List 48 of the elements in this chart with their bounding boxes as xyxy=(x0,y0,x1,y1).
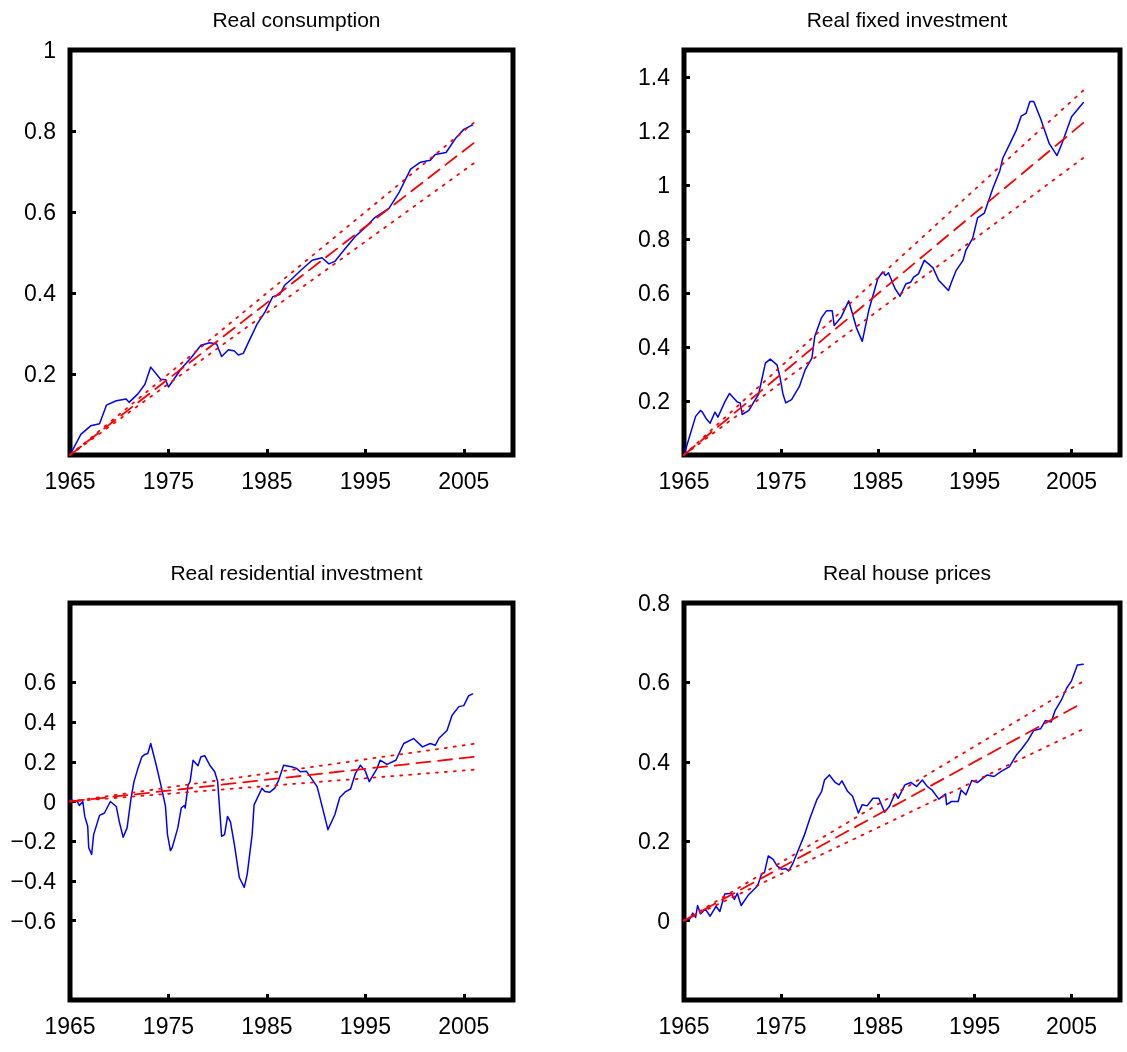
y-tick-label: 1.4 xyxy=(638,64,671,90)
y-tick-label: 0.8 xyxy=(638,226,670,252)
y-tick-label: 0.2 xyxy=(24,748,56,775)
x-tick-label: 1995 xyxy=(949,1012,1001,1039)
chart-title: Real residential investment xyxy=(170,561,423,584)
x-tick-label: 1995 xyxy=(339,1012,391,1039)
x-tick-label: 2005 xyxy=(438,467,490,494)
y-tick-label: −0.6 xyxy=(10,907,56,934)
chart-title: Real fixed investment xyxy=(806,8,1008,31)
y-tick-label: −0.4 xyxy=(10,867,57,894)
y-tick-label: 0.6 xyxy=(638,280,670,306)
x-tick-label: 1975 xyxy=(755,467,807,494)
x-tick-label: 1965 xyxy=(658,467,710,494)
x-tick-label: 1985 xyxy=(241,1012,293,1039)
chart-title: Real house prices xyxy=(822,561,992,584)
x-tick-label: 1975 xyxy=(755,1012,807,1039)
y-tick-label: 0.6 xyxy=(24,199,56,225)
x-tick-label: 2005 xyxy=(1045,467,1098,494)
x-tick-label: 1985 xyxy=(852,1012,904,1039)
x-tick-label: 2005 xyxy=(438,1012,490,1039)
y-tick-label: 1.2 xyxy=(638,118,670,144)
y-tick-label: 0.8 xyxy=(24,118,56,144)
x-tick-label: 1965 xyxy=(44,467,96,494)
y-tick-label: 0.4 xyxy=(638,748,671,775)
y-tick-label: 0.4 xyxy=(638,334,671,360)
y-tick-label: 0.2 xyxy=(24,361,56,387)
y-tick-label: 0.2 xyxy=(638,828,670,855)
y-tick-label: 1 xyxy=(657,172,670,198)
y-tick-label: 0.2 xyxy=(638,388,670,414)
y-tick-label: 0 xyxy=(657,907,670,934)
y-tick-label: 0.4 xyxy=(24,709,57,736)
y-tick-label: 0.4 xyxy=(24,280,57,306)
x-tick-label: 1985 xyxy=(852,467,904,494)
y-tick-label: 0.6 xyxy=(24,669,56,696)
x-tick-label: 2005 xyxy=(1045,1012,1098,1039)
y-tick-label: 0.8 xyxy=(638,590,670,616)
chart-title: Real consumption xyxy=(212,8,381,31)
x-tick-label: 1965 xyxy=(44,1012,96,1039)
x-tick-label: 1965 xyxy=(658,1012,710,1039)
y-tick-label: 0 xyxy=(43,788,56,815)
x-tick-label: 1975 xyxy=(142,1012,195,1039)
x-tick-label: 1985 xyxy=(241,467,293,494)
y-tick-label: 0.6 xyxy=(638,669,670,696)
x-tick-label: 1995 xyxy=(339,467,391,494)
x-tick-label: 1975 xyxy=(142,467,195,494)
y-tick-label: −0.2 xyxy=(10,828,56,855)
y-tick-label: 1 xyxy=(43,37,56,63)
x-tick-label: 1995 xyxy=(949,467,1001,494)
